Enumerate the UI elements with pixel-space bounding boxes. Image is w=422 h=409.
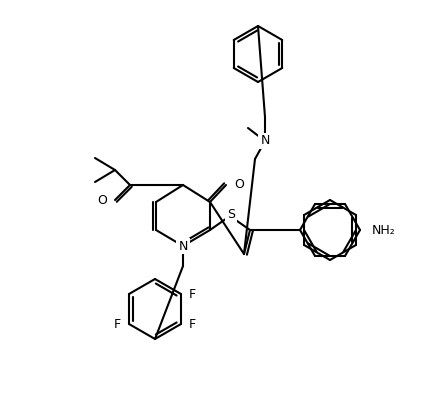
Text: NH₂: NH₂ <box>372 223 396 236</box>
Text: F: F <box>114 317 121 330</box>
Text: N: N <box>260 135 270 148</box>
Text: S: S <box>227 209 235 222</box>
Text: N: N <box>179 240 188 252</box>
Text: O: O <box>97 193 107 207</box>
Text: F: F <box>114 317 121 330</box>
Text: O: O <box>234 178 244 191</box>
Text: F: F <box>189 288 196 301</box>
Text: F: F <box>189 317 196 330</box>
